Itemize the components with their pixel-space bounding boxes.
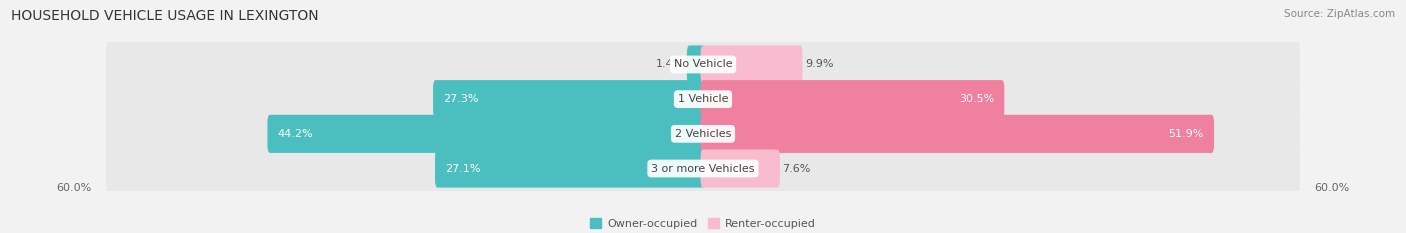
Text: HOUSEHOLD VEHICLE USAGE IN LEXINGTON: HOUSEHOLD VEHICLE USAGE IN LEXINGTON bbox=[11, 9, 319, 23]
Text: 27.3%: 27.3% bbox=[443, 94, 479, 104]
FancyBboxPatch shape bbox=[107, 36, 1299, 93]
Text: No Vehicle: No Vehicle bbox=[673, 59, 733, 69]
Legend: Owner-occupied, Renter-occupied: Owner-occupied, Renter-occupied bbox=[586, 214, 820, 233]
FancyBboxPatch shape bbox=[107, 140, 1299, 197]
Text: 60.0%: 60.0% bbox=[1315, 183, 1350, 193]
Text: 60.0%: 60.0% bbox=[56, 183, 91, 193]
Text: Source: ZipAtlas.com: Source: ZipAtlas.com bbox=[1284, 9, 1395, 19]
Text: 51.9%: 51.9% bbox=[1168, 129, 1204, 139]
Text: 27.1%: 27.1% bbox=[446, 164, 481, 174]
FancyBboxPatch shape bbox=[107, 71, 1299, 127]
Text: 1.4%: 1.4% bbox=[657, 59, 685, 69]
FancyBboxPatch shape bbox=[700, 45, 803, 84]
FancyBboxPatch shape bbox=[107, 106, 1299, 162]
FancyBboxPatch shape bbox=[700, 115, 1213, 153]
FancyBboxPatch shape bbox=[434, 149, 706, 188]
Text: 2 Vehicles: 2 Vehicles bbox=[675, 129, 731, 139]
Text: 9.9%: 9.9% bbox=[804, 59, 834, 69]
FancyBboxPatch shape bbox=[688, 45, 706, 84]
FancyBboxPatch shape bbox=[267, 115, 706, 153]
FancyBboxPatch shape bbox=[700, 149, 780, 188]
Text: 3 or more Vehicles: 3 or more Vehicles bbox=[651, 164, 755, 174]
Text: 7.6%: 7.6% bbox=[782, 164, 811, 174]
Text: 30.5%: 30.5% bbox=[959, 94, 994, 104]
Text: 44.2%: 44.2% bbox=[278, 129, 314, 139]
FancyBboxPatch shape bbox=[433, 80, 706, 118]
Text: 1 Vehicle: 1 Vehicle bbox=[678, 94, 728, 104]
FancyBboxPatch shape bbox=[700, 80, 1004, 118]
